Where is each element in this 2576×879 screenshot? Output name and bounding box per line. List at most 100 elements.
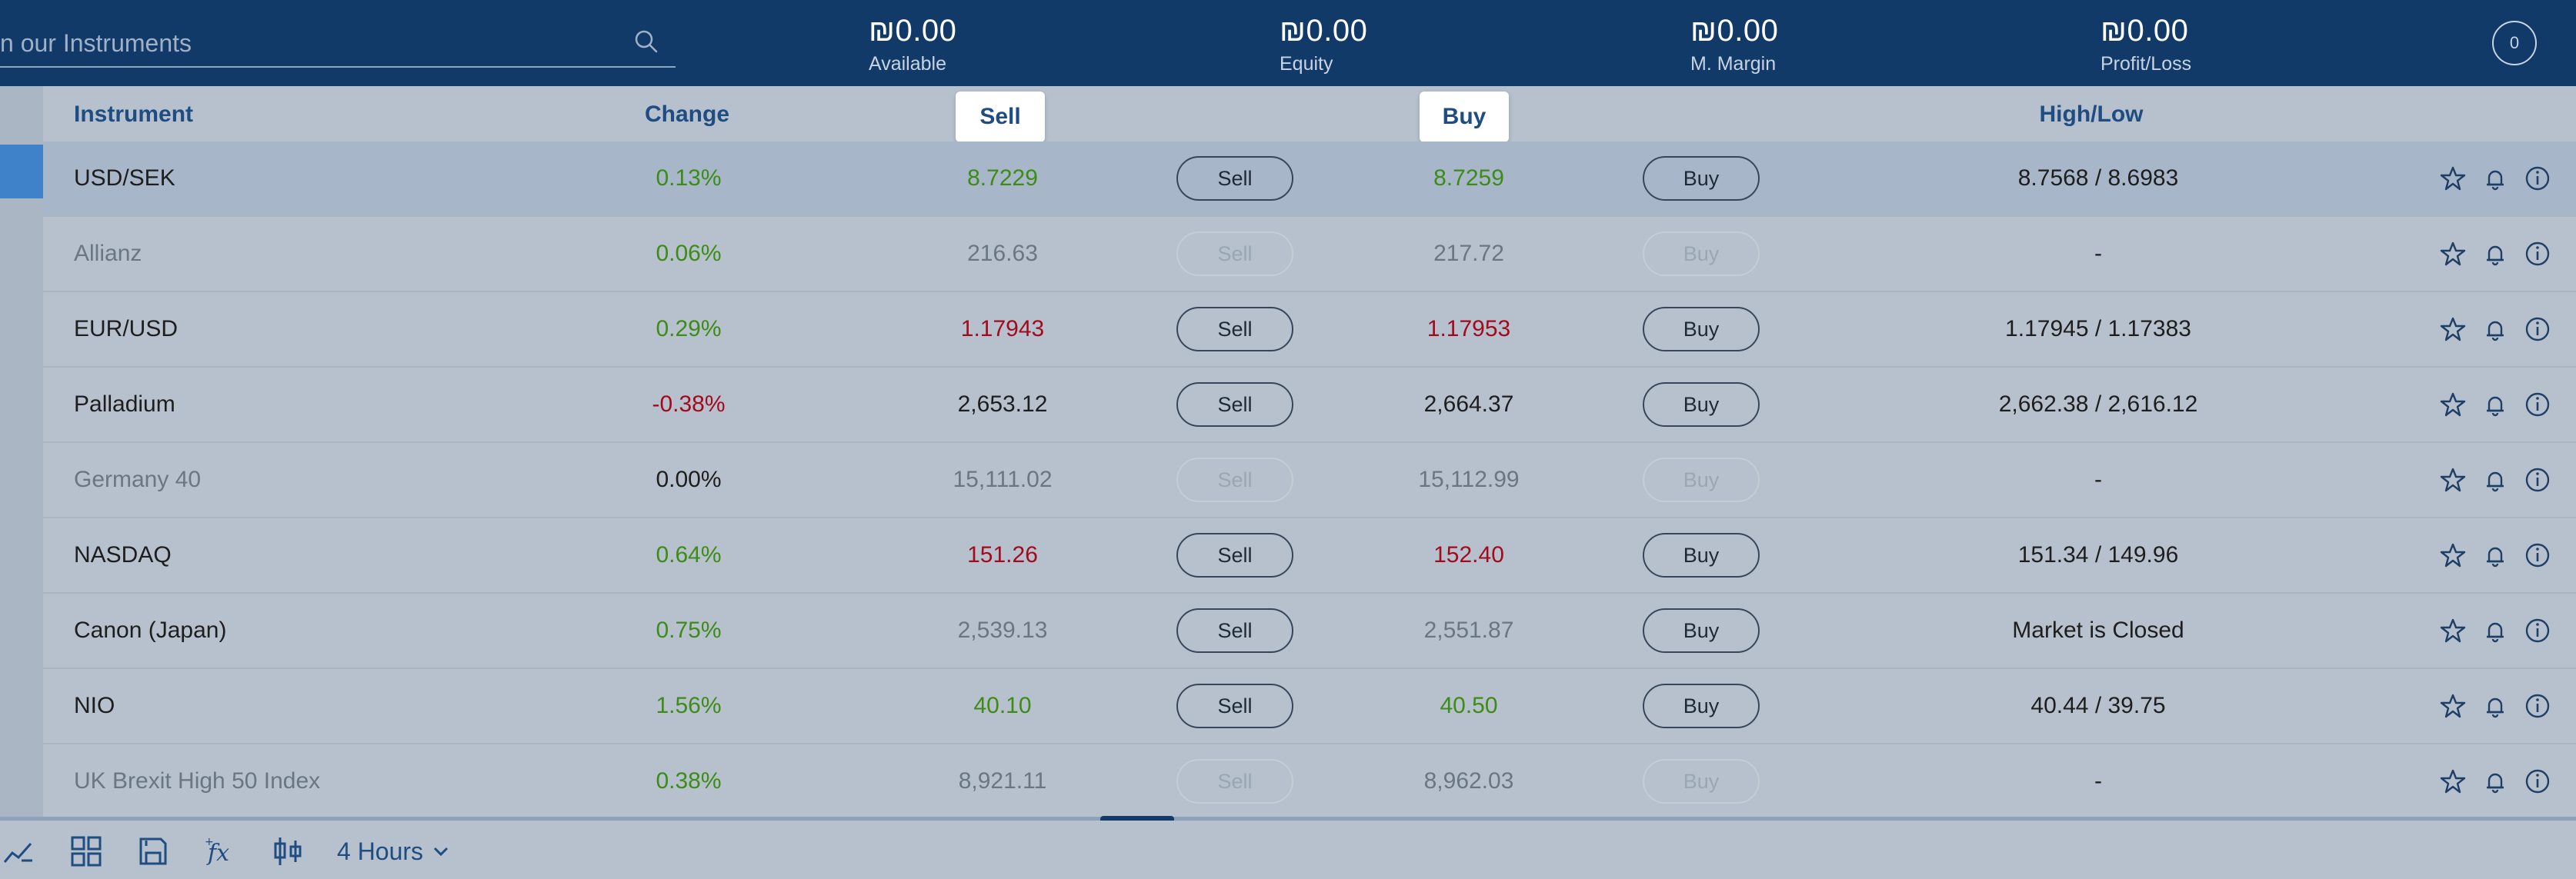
price-alert-bell-icon[interactable] xyxy=(2481,165,2509,192)
sell-button[interactable]: Sell xyxy=(1176,231,1293,276)
buy-button[interactable]: Buy xyxy=(1643,307,1760,351)
high-low-value: - xyxy=(2094,241,2102,266)
info-icon[interactable] xyxy=(2524,692,2551,720)
buy-button[interactable]: Buy xyxy=(1643,458,1760,502)
table-row[interactable]: USD/SEK 0.13% 8.7229 Sell 8.7259 Buy 8.7568 / … xyxy=(43,142,2576,217)
buy-price: 2,551.87 xyxy=(1423,618,1514,643)
info-icon[interactable] xyxy=(2524,767,2551,795)
table-row[interactable]: NIO 1.56% 40.10 Sell 40.50 Buy 40.44 / 39.75 xyxy=(43,669,2576,744)
table-row[interactable]: Allianz 0.06% 216.63 Sell 217.72 Buy - xyxy=(43,217,2576,292)
favorite-star-icon[interactable] xyxy=(2439,767,2467,795)
change-value: 0.13% xyxy=(656,165,722,191)
buy-button[interactable]: Buy xyxy=(1643,684,1760,728)
instrument-search xyxy=(0,22,676,68)
info-icon[interactable] xyxy=(2524,617,2551,644)
candlestick-icon[interactable] xyxy=(271,834,305,868)
buy-price: 8,962.03 xyxy=(1423,768,1514,794)
info-icon[interactable] xyxy=(2524,240,2551,268)
info-icon[interactable] xyxy=(2524,315,2551,343)
table-row[interactable]: NASDAQ 0.64% 151.26 Sell 152.40 Buy 151.34 / 1… xyxy=(43,518,2576,594)
table-row[interactable]: UK Brexit High 50 Index 0.38% 8,921.11 Sell… xyxy=(43,744,2576,820)
buy-price: 2,664.37 xyxy=(1423,391,1514,417)
buy-price: 15,112.99 xyxy=(1418,467,1520,492)
column-header-sell[interactable]: Sell xyxy=(956,92,1045,142)
favorite-star-icon[interactable] xyxy=(2439,240,2467,268)
instrument-name[interactable]: EUR/USD xyxy=(74,316,179,341)
buy-button[interactable]: Buy xyxy=(1643,608,1760,653)
instrument-name[interactable]: Palladium xyxy=(74,391,175,417)
buy-button[interactable]: Buy xyxy=(1643,533,1760,578)
instrument-name[interactable]: NIO xyxy=(74,693,115,718)
instrument-name[interactable]: USD/SEK xyxy=(74,165,175,191)
notifications-badge[interactable]: 0 xyxy=(2492,21,2537,65)
table-row[interactable]: EUR/USD 0.29% 1.17943 Sell 1.17953 Buy 1.17945… xyxy=(43,292,2576,368)
price-alert-bell-icon[interactable] xyxy=(2481,692,2509,720)
buy-button[interactable]: Buy xyxy=(1643,382,1760,427)
instrument-name[interactable]: UK Brexit High 50 Index xyxy=(74,768,321,794)
buy-button[interactable]: Buy xyxy=(1643,156,1760,201)
instrument-name[interactable]: Allianz xyxy=(74,241,142,266)
info-icon[interactable] xyxy=(2524,391,2551,418)
timeframe-label: 4 Hours xyxy=(337,837,424,865)
info-icon[interactable] xyxy=(2524,466,2551,494)
sell-button[interactable]: Sell xyxy=(1176,759,1293,804)
instrument-name[interactable]: Canon (Japan) xyxy=(74,618,227,643)
favorite-star-icon[interactable] xyxy=(2439,315,2467,343)
search-icon[interactable] xyxy=(632,28,660,55)
favorite-star-icon[interactable] xyxy=(2439,617,2467,644)
metric-available: ₪0.00 Available xyxy=(869,14,956,75)
function-icon[interactable]: fx + xyxy=(203,834,237,868)
svg-text:+: + xyxy=(205,836,214,848)
sell-button[interactable]: Sell xyxy=(1176,382,1293,427)
trend-line-icon[interactable] xyxy=(2,834,35,868)
timeframe-selector[interactable]: 4 Hours xyxy=(337,834,449,868)
high-low-value: 8.7568 / 8.6983 xyxy=(2017,165,2179,191)
high-low-value: Market is Closed xyxy=(2012,618,2184,643)
table-row[interactable]: Canon (Japan) 0.75% 2,539.13 Sell 2,551.87 Bu… xyxy=(43,594,2576,669)
favorite-star-icon[interactable] xyxy=(2439,466,2467,494)
instrument-name[interactable]: NASDAQ xyxy=(74,542,172,568)
metric-label: Profit/Loss xyxy=(2101,53,2192,75)
sell-price: 40.10 xyxy=(973,693,1032,718)
favorite-star-icon[interactable] xyxy=(2439,692,2467,720)
column-header-high-low[interactable]: High/Low xyxy=(2039,102,2144,127)
price-alert-bell-icon[interactable] xyxy=(2481,240,2509,268)
sell-button[interactable]: Sell xyxy=(1176,533,1293,578)
info-icon[interactable] xyxy=(2524,541,2551,569)
favorite-star-icon[interactable] xyxy=(2439,541,2467,569)
price-alert-bell-icon[interactable] xyxy=(2481,617,2509,644)
price-alert-bell-icon[interactable] xyxy=(2481,391,2509,418)
sell-button[interactable]: Sell xyxy=(1176,608,1293,653)
sell-button[interactable]: Sell xyxy=(1176,684,1293,728)
column-header-instrument[interactable]: Instrument xyxy=(74,102,194,127)
metric-value: ₪0.00 xyxy=(1690,14,1779,48)
selected-row-indicator xyxy=(0,145,43,198)
price-alert-bell-icon[interactable] xyxy=(2481,767,2509,795)
table-row[interactable]: Germany 40 0.00% 15,111.02 Sell 15,112.99 Buy… xyxy=(43,443,2576,518)
price-alert-bell-icon[interactable] xyxy=(2481,541,2509,569)
metric-value: ₪0.00 xyxy=(2101,14,2189,48)
price-alert-bell-icon[interactable] xyxy=(2481,315,2509,343)
sell-button[interactable]: Sell xyxy=(1176,458,1293,502)
table-header: Instrument Change Sell Buy High/Low xyxy=(43,86,2576,142)
scrollbar-thumb[interactable] xyxy=(1100,816,1174,823)
table-row[interactable]: Palladium -0.38% 2,653.12 Sell 2,664.37 Buy 2,… xyxy=(43,368,2576,443)
info-icon[interactable] xyxy=(2524,165,2551,192)
column-header-buy[interactable]: Buy xyxy=(1420,92,1509,142)
grid-layout-icon[interactable] xyxy=(69,834,103,868)
horizontal-scrollbar[interactable] xyxy=(0,817,2576,821)
instrument-name[interactable]: Germany 40 xyxy=(74,467,202,492)
save-icon[interactable] xyxy=(136,834,170,868)
favorite-star-icon[interactable] xyxy=(2439,165,2467,192)
metric-equity: ₪0.00 Equity xyxy=(1280,14,1367,75)
search-input[interactable] xyxy=(0,22,616,65)
chart-toolbar: fx + 4 Hours xyxy=(0,821,2576,879)
price-alert-bell-icon[interactable] xyxy=(2481,466,2509,494)
svg-text:fx: fx xyxy=(206,840,229,867)
sell-button[interactable]: Sell xyxy=(1176,307,1293,351)
buy-button[interactable]: Buy xyxy=(1643,231,1760,276)
favorite-star-icon[interactable] xyxy=(2439,391,2467,418)
column-header-change[interactable]: Change xyxy=(644,102,730,127)
sell-button[interactable]: Sell xyxy=(1176,156,1293,201)
buy-button[interactable]: Buy xyxy=(1643,759,1760,804)
